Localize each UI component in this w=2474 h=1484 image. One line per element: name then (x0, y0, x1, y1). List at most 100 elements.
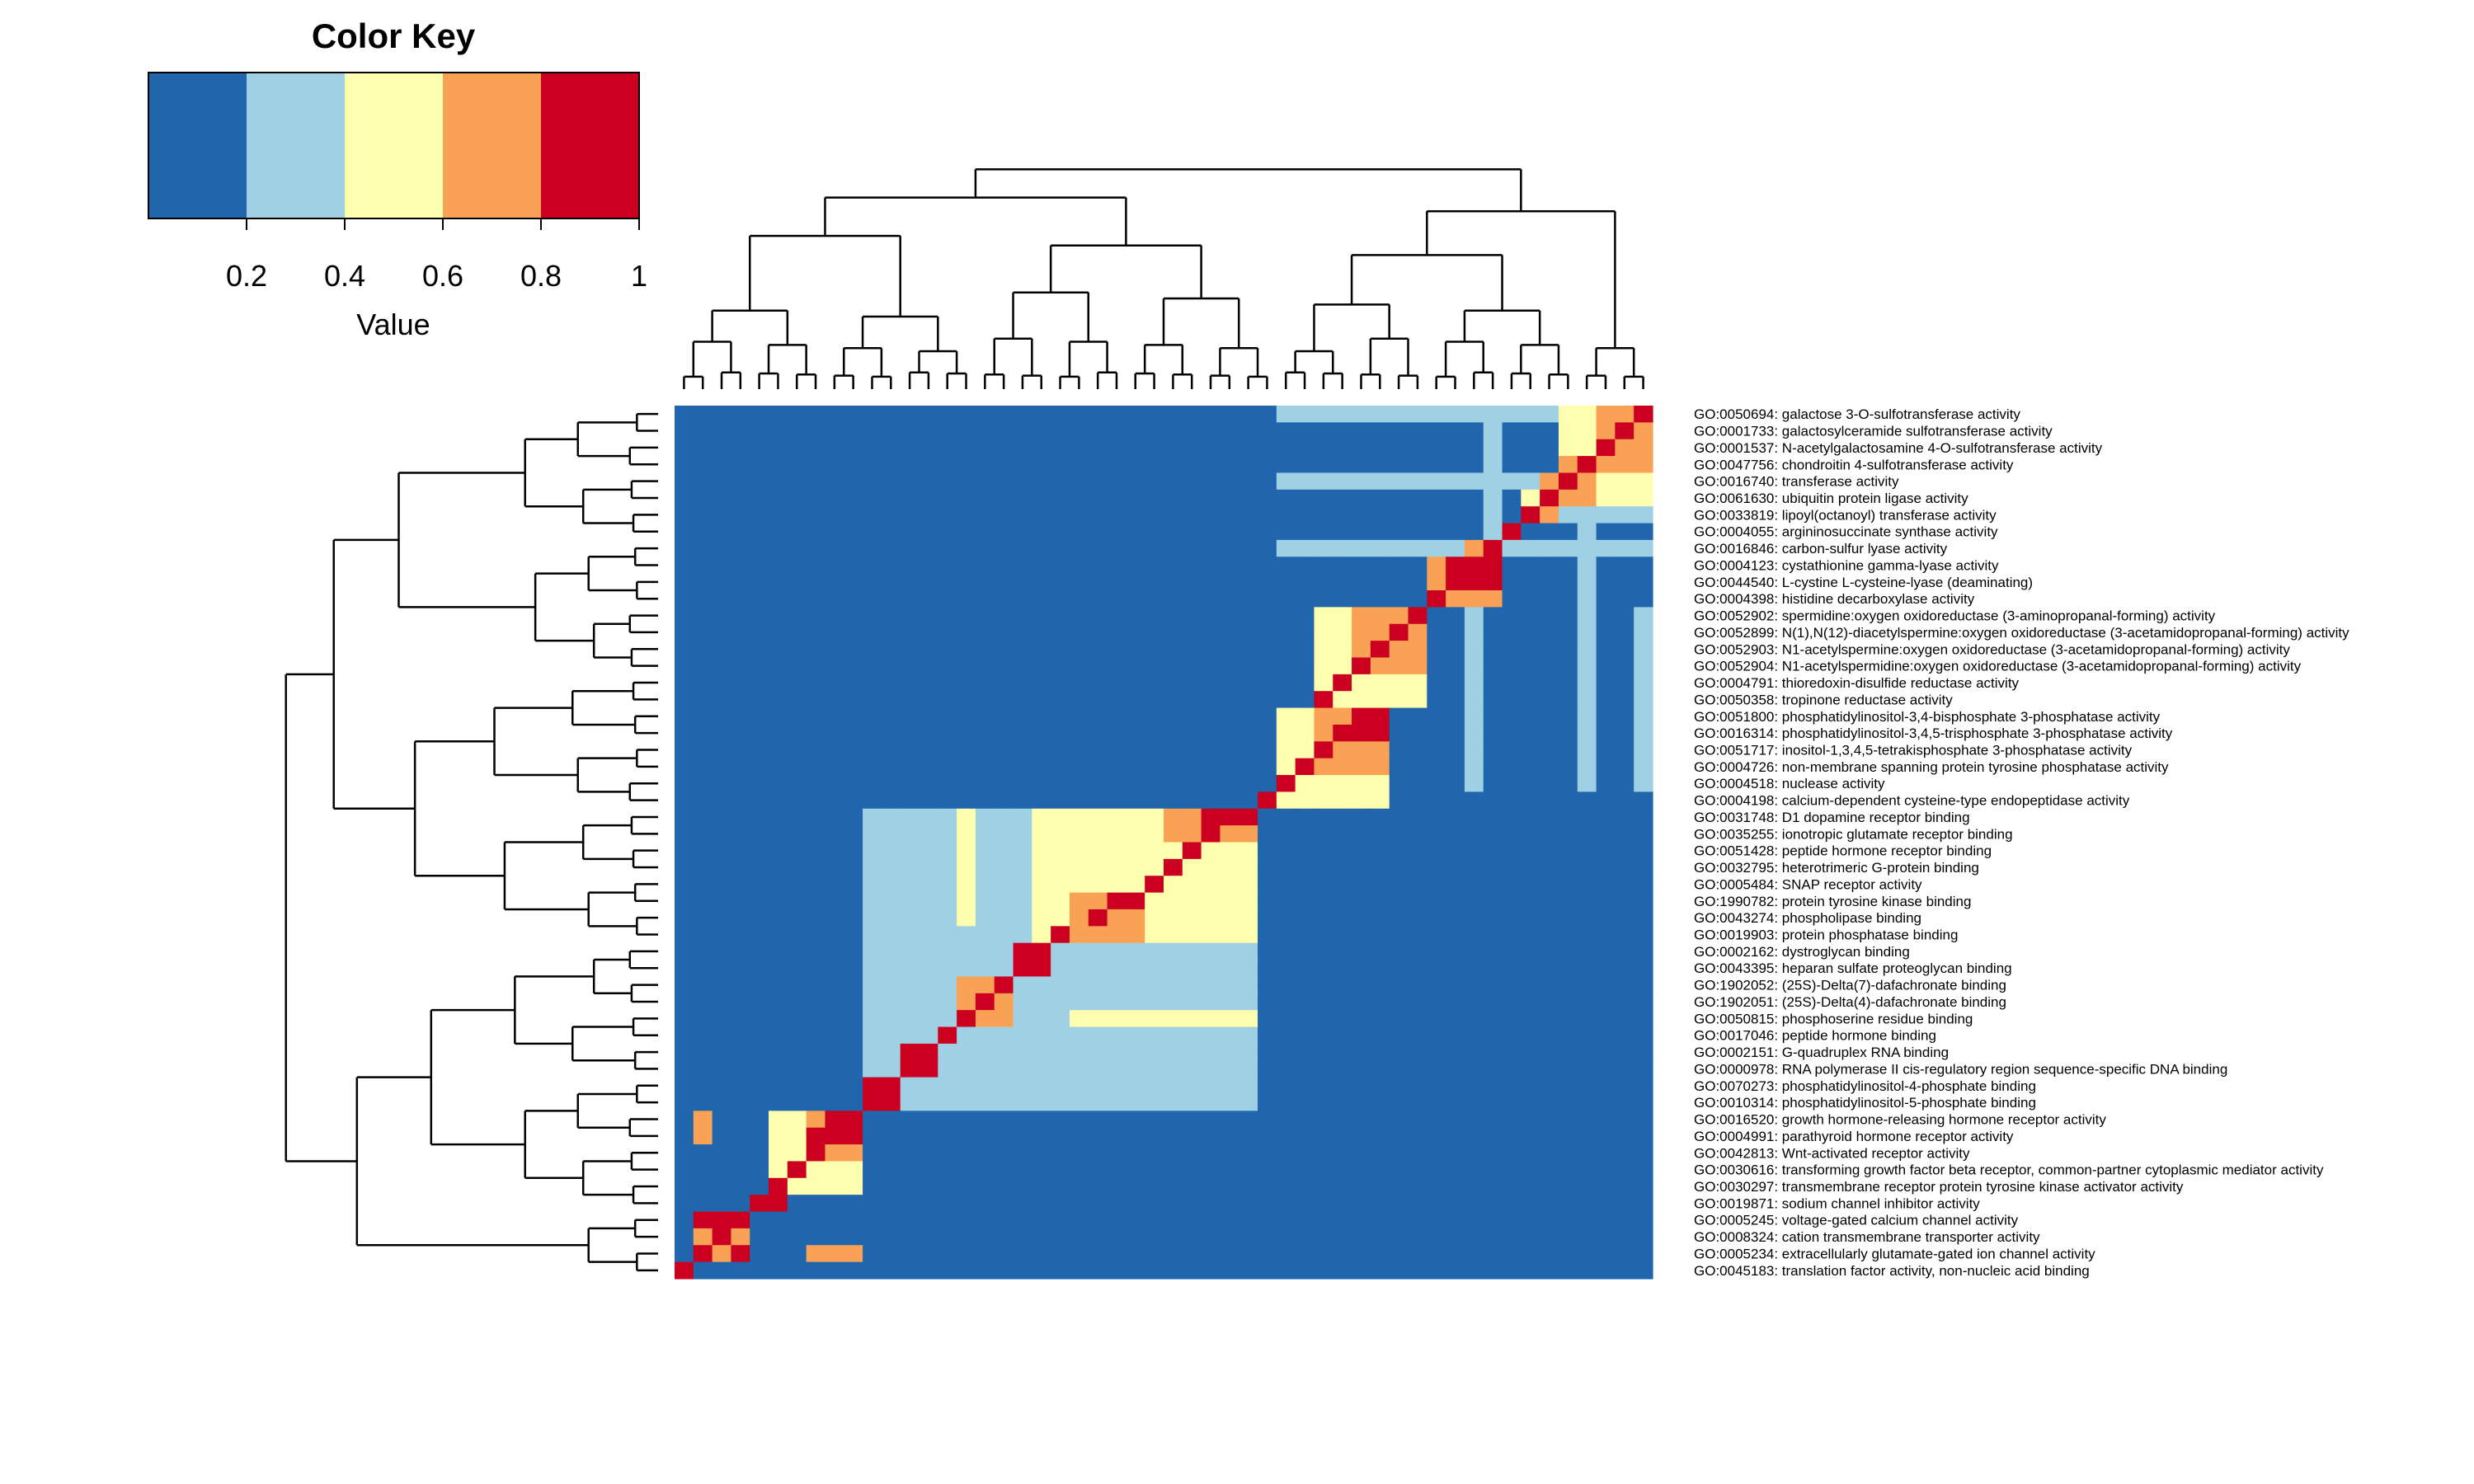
heatmap-cell (1069, 842, 1089, 860)
heatmap-cell (825, 1245, 844, 1263)
heatmap-cell (1051, 707, 1070, 726)
heatmap-cell (1145, 876, 1164, 894)
heatmap-cell (825, 1228, 844, 1246)
heatmap-cell (1126, 876, 1145, 894)
heatmap-cell (1634, 993, 1653, 1011)
heatmap-cell (1239, 1261, 1258, 1280)
heatmap-cell (1464, 876, 1484, 894)
heatmap-cell (1051, 892, 1070, 910)
heatmap-cell (863, 1127, 882, 1145)
heatmap-cell (1088, 641, 1108, 659)
heatmap-cell (1295, 775, 1315, 793)
heatmap-cell (975, 892, 995, 910)
heatmap-cell (900, 909, 920, 927)
heatmap-cell (1615, 1043, 1634, 1061)
heatmap-cell (1201, 741, 1221, 759)
heatmap-cell (1107, 1195, 1126, 1213)
heatmap-cell (1408, 556, 1427, 575)
heatmap-cell (1201, 607, 1221, 625)
heatmap-cell (1427, 858, 1446, 876)
heatmap-cell (1182, 1111, 1202, 1129)
heatmap-cell (1521, 960, 1540, 978)
heatmap-cell (1483, 1026, 1503, 1045)
heatmap-cell (1483, 406, 1503, 423)
heatmap-cell (1483, 775, 1503, 793)
heatmap-cell (1540, 590, 1559, 608)
heatmap-cell (1333, 1261, 1352, 1280)
heatmap-cell (1069, 556, 1089, 575)
heatmap-cell (957, 1195, 976, 1213)
heatmap-cell (919, 1060, 938, 1078)
heatmap-cell (1333, 439, 1352, 457)
heatmap-cell (1502, 1026, 1522, 1045)
heatmap-cell (1577, 960, 1597, 978)
heatmap-cell (675, 976, 694, 994)
heatmap-cell (1182, 1127, 1202, 1145)
heatmap-cell (1107, 556, 1126, 575)
heatmap-cell (1333, 724, 1352, 742)
heatmap-cell (825, 960, 844, 978)
heatmap-cell (1464, 1093, 1484, 1111)
heatmap-cell (1145, 439, 1164, 457)
heatmap-cell (769, 1127, 788, 1145)
heatmap-cell (1333, 858, 1352, 876)
heatmap-cell (712, 775, 732, 793)
heatmap-cell (1182, 1077, 1202, 1095)
heatmap-cell (731, 791, 750, 810)
heatmap-cell (1013, 506, 1032, 524)
heatmap-cell (1540, 1211, 1559, 1229)
heatmap-cell (1370, 926, 1390, 944)
heatmap-cell (750, 1026, 769, 1045)
heatmap-cell (1427, 741, 1446, 759)
row-label: GO:1902052: (25S)-Delta(7)-dafachronate … (1694, 978, 2006, 993)
heatmap-cell (1427, 641, 1446, 659)
heatmap-cell (863, 1026, 882, 1045)
heatmap-cell (1239, 942, 1258, 960)
heatmap-cell (994, 674, 1014, 692)
heatmap-cell (844, 724, 863, 742)
heatmap-cell (938, 993, 957, 1011)
heatmap-cell (1069, 707, 1089, 726)
heatmap-cell (1013, 741, 1032, 759)
heatmap-cell (1558, 724, 1578, 742)
heatmap-cell (1389, 791, 1409, 810)
heatmap-cell (938, 456, 957, 474)
heatmap-cell (1427, 976, 1446, 994)
heatmap-cell (1540, 1228, 1559, 1246)
heatmap-cell (693, 775, 713, 793)
heatmap-cell (1295, 808, 1315, 826)
heatmap-cell (1276, 607, 1296, 625)
heatmap-cell (1464, 909, 1484, 927)
heatmap-cell (1408, 791, 1427, 810)
heatmap-cell (1464, 523, 1484, 541)
heatmap-cell (1107, 892, 1126, 910)
heatmap-cell (881, 724, 901, 742)
heatmap-cell (1389, 926, 1409, 944)
heatmap-cell (1558, 573, 1578, 591)
heatmap-cell (1577, 876, 1597, 894)
row-label: GO:0010314: phosphatidylinositol-5-phosp… (1694, 1095, 2036, 1111)
heatmap-cell (806, 758, 826, 776)
heatmap-cell (1051, 1161, 1070, 1179)
heatmap-cell (1220, 406, 1239, 423)
heatmap-cell (1502, 1111, 1522, 1129)
heatmap-cell (994, 1111, 1014, 1129)
heatmap-cell (675, 1261, 694, 1280)
heatmap-cell (1634, 1111, 1653, 1129)
heatmap-cell (1314, 993, 1333, 1011)
heatmap-cell (919, 1177, 938, 1195)
heatmap-cell (1540, 623, 1559, 641)
heatmap-cell (900, 942, 920, 960)
heatmap-cell (1634, 1245, 1653, 1263)
heatmap-cell (787, 1195, 807, 1213)
heatmap-cell (1615, 876, 1634, 894)
heatmap-cell (731, 489, 750, 507)
heatmap-cell (1446, 1144, 1465, 1162)
heatmap-cell (1521, 1261, 1540, 1280)
heatmap-cell (881, 1245, 901, 1263)
row-label: GO:0052902: spermidine:oxygen oxidoreduc… (1694, 608, 2216, 624)
heatmap-cell (1013, 858, 1032, 876)
heatmap-cell (769, 1161, 788, 1179)
heatmap-cell (825, 775, 844, 793)
heatmap-cell (1069, 741, 1089, 759)
